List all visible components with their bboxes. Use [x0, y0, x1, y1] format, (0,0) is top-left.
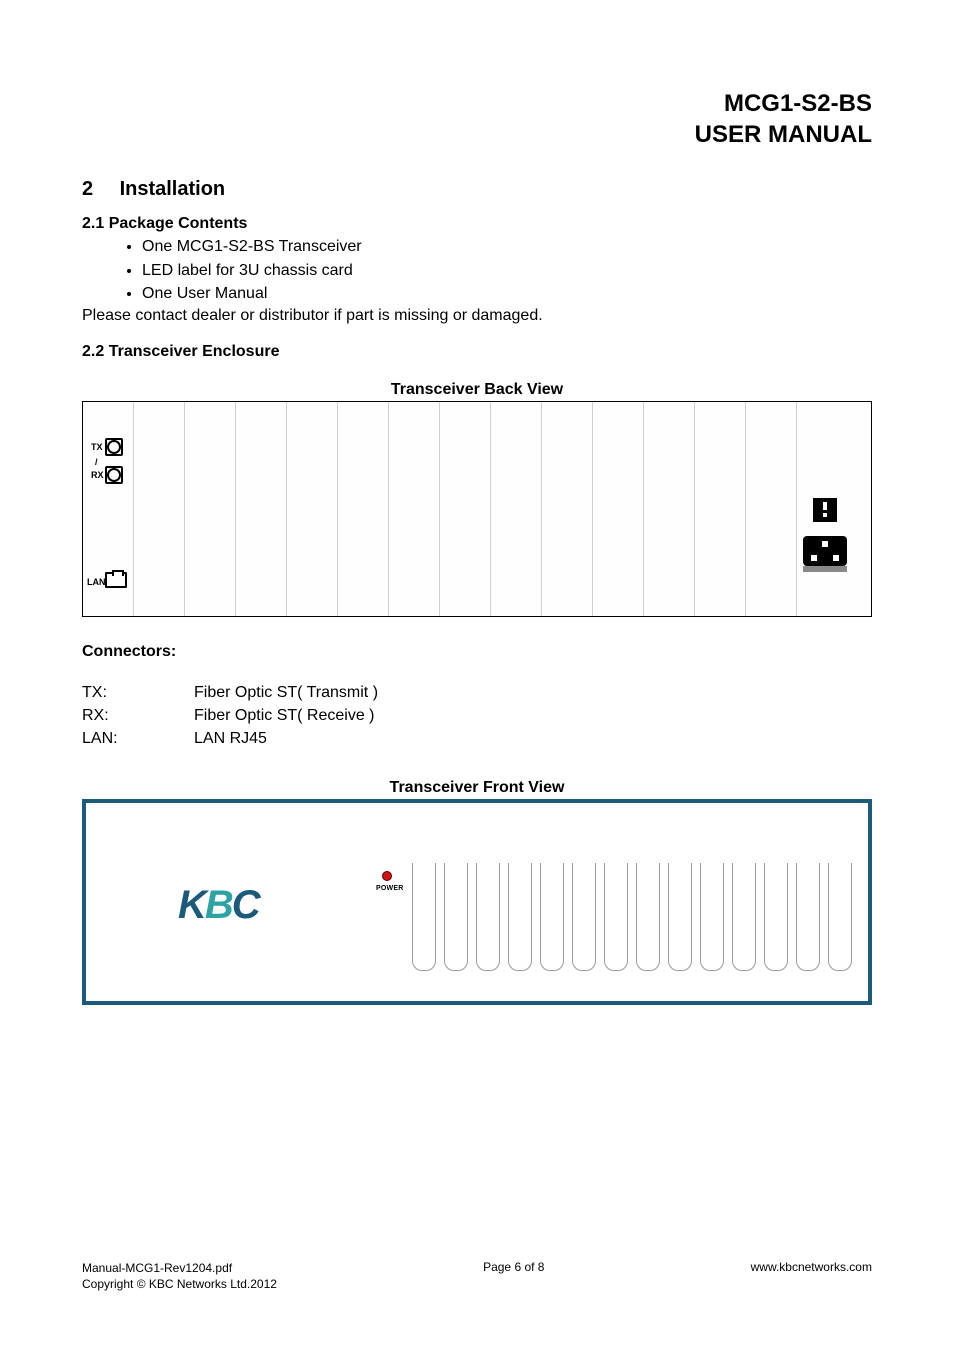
logo-letter-c: C — [232, 883, 259, 927]
back-view-title: Transceiver Back View — [82, 381, 872, 399]
slot-divider — [439, 402, 440, 616]
subsection-2-1: 2.1 Package Contents — [82, 215, 872, 233]
subsection-2-2: 2.2 Transceiver Enclosure — [82, 343, 872, 361]
table-row: TX: Fiber Optic ST( Transmit ) — [82, 681, 872, 704]
slot-divider — [286, 402, 287, 616]
slot-divider — [235, 402, 236, 616]
slot-divider — [541, 402, 542, 616]
subsection-title: Package Contents — [109, 215, 248, 232]
connector-label: LAN: — [82, 727, 194, 750]
slot-divider — [337, 402, 338, 616]
package-contents-list: One MCG1-S2-BS Transceiver LED label for… — [82, 235, 872, 305]
lan-label: LAN — [87, 577, 106, 587]
subsection-number: 2.1 — [82, 215, 104, 232]
power-inlet-icon — [803, 536, 847, 572]
connector-label: RX: — [82, 704, 194, 727]
power-led-icon — [382, 871, 392, 881]
slash-label: / — [95, 457, 98, 467]
vent-slot — [604, 863, 628, 971]
slot-divider — [592, 402, 593, 616]
footer-url: www.kbcnetworks.com — [751, 1260, 872, 1274]
logo-letter-k: K — [178, 883, 205, 927]
tx-connector-icon — [105, 438, 123, 456]
table-row: RX: Fiber Optic ST( Receive ) — [82, 704, 872, 727]
document-header: MCG1-S2-BS USER MANUAL — [82, 88, 872, 150]
vent-slot — [796, 863, 820, 971]
footer-page: Page 6 of 8 — [483, 1260, 544, 1274]
vent-slot — [668, 863, 692, 971]
subsection-number: 2.2 — [82, 343, 104, 360]
vent-slot — [444, 863, 468, 971]
connector-value: Fiber Optic ST( Transmit ) — [194, 681, 378, 704]
back-view-diagram: TX / RX LAN — [82, 401, 872, 617]
doc-subtitle: USER MANUAL — [82, 119, 872, 150]
connector-value: Fiber Optic ST( Receive ) — [194, 704, 374, 727]
kbc-logo: KBC — [178, 883, 259, 928]
subsection-title: Transceiver Enclosure — [109, 343, 280, 360]
front-view-title: Transceiver Front View — [82, 779, 872, 797]
model-number: MCG1-S2-BS — [82, 88, 872, 119]
vent-slot — [764, 863, 788, 971]
power-switch-icon — [813, 498, 837, 522]
section-title: Installation — [120, 178, 226, 200]
slot-divider — [490, 402, 491, 616]
lan-connector-icon — [105, 572, 127, 588]
vent-slot — [636, 863, 660, 971]
rx-label: RX — [91, 470, 104, 480]
logo-letter-b: B — [205, 883, 232, 927]
vent-slot — [412, 863, 436, 971]
slot-divider — [745, 402, 746, 616]
connector-value: LAN RJ45 — [194, 727, 267, 750]
rx-connector-icon — [105, 466, 123, 484]
section-number: 2 — [82, 178, 114, 201]
front-view-diagram: KBC POWER — [82, 799, 872, 1005]
vent-slots — [412, 863, 852, 971]
connector-label: TX: — [82, 681, 194, 704]
list-item: LED label for 3U chassis card — [142, 259, 872, 282]
vent-slot — [828, 863, 852, 971]
slot-divider — [133, 402, 134, 616]
connectors-heading: Connectors: — [82, 643, 872, 661]
slot-divider — [388, 402, 389, 616]
slot-divider — [796, 402, 797, 616]
vent-slot — [540, 863, 564, 971]
footer-filename: Manual-MCG1-Rev1204.pdf — [82, 1260, 277, 1276]
table-row: LAN: LAN RJ45 — [82, 727, 872, 750]
page-footer: Manual-MCG1-Rev1204.pdf Copyright © KBC … — [82, 1260, 872, 1292]
vent-slot — [508, 863, 532, 971]
vent-slot — [572, 863, 596, 971]
slot-divider — [184, 402, 185, 616]
footer-copyright: Copyright © KBC Networks Ltd.2012 — [82, 1276, 277, 1292]
tx-label: TX — [91, 442, 103, 452]
connectors-table: TX: Fiber Optic ST( Transmit ) RX: Fiber… — [82, 681, 872, 751]
power-label: POWER — [376, 885, 403, 892]
section-heading: 2 Installation — [82, 178, 872, 201]
list-item: One User Manual — [142, 282, 872, 305]
vent-slot — [732, 863, 756, 971]
slot-divider — [694, 402, 695, 616]
vent-slot — [476, 863, 500, 971]
vent-slot — [700, 863, 724, 971]
slot-divider — [643, 402, 644, 616]
list-item: One MCG1-S2-BS Transceiver — [142, 235, 872, 258]
package-note: Please contact dealer or distributor if … — [82, 307, 872, 325]
